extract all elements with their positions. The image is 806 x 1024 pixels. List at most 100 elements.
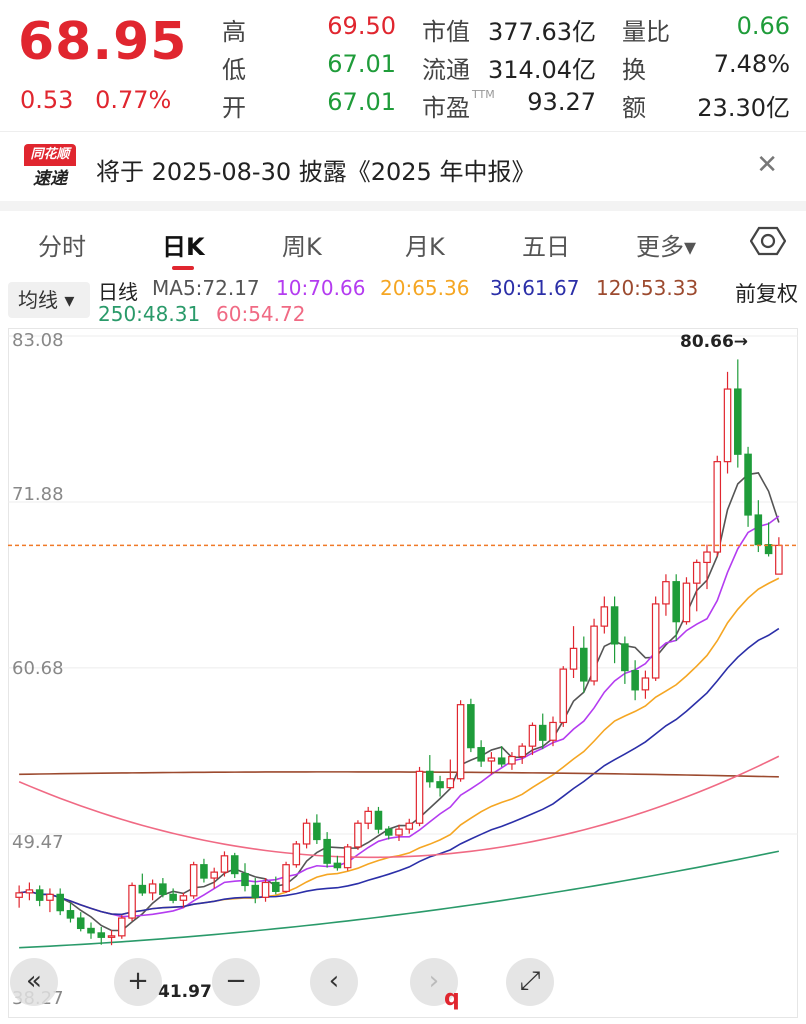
notice-banner[interactable]: 同花顺 速递 将于 2025-08-30 披露《2025 年中报》 ✕ <box>0 131 806 201</box>
ttm-sup: TTM <box>472 88 495 101</box>
period-tabs: 分时 日K 周K 月K 五日 更多▾ <box>0 211 806 271</box>
candle-body <box>282 864 290 892</box>
candle-body <box>621 643 629 672</box>
candle-body <box>313 822 321 841</box>
candle-body <box>395 828 403 836</box>
candle-body <box>734 388 742 455</box>
settings-icon[interactable] <box>750 223 786 259</box>
prev-button[interactable]: ‹ <box>310 958 358 1006</box>
last-price: 68.95 <box>18 12 188 72</box>
tab-weekly-k[interactable]: 周K <box>282 233 322 261</box>
float-value: 314.04亿 <box>488 56 596 84</box>
notice-text[interactable]: 将于 2025-08-30 披露《2025 年中报》 <box>96 158 536 186</box>
high-annotation: 80.66→ <box>680 332 749 352</box>
mcap-value: 377.63亿 <box>488 18 596 46</box>
candle-body <box>744 453 752 516</box>
candle-body <box>446 778 455 789</box>
fullscreen-button[interactable]: ⤢ <box>506 958 554 1006</box>
candle-body <box>323 838 331 864</box>
candle-body <box>692 561 701 584</box>
ma-dropdown-button[interactable]: 均线 ▾ <box>8 282 90 318</box>
candle-body <box>775 544 783 575</box>
candle-body <box>128 884 136 919</box>
ma-legend: 均线 ▾ 日线 MA5:72.17 10:70.66 20:65.36 30:6… <box>0 272 806 328</box>
zoom-in-button[interactable]: + <box>114 958 162 1006</box>
candle-body <box>600 606 609 627</box>
candle-body <box>87 927 95 934</box>
change-percent: 0.77% <box>95 86 172 114</box>
turnover-value: 7.48% <box>713 50 790 78</box>
candle-body <box>477 747 485 762</box>
candle-body <box>559 668 568 724</box>
candle-body <box>405 822 414 830</box>
ma20-value: 20:65.36 <box>380 276 470 300</box>
candle-body <box>713 461 722 553</box>
candle-body <box>15 892 23 898</box>
candle-body <box>251 884 260 898</box>
candle-body <box>703 551 711 564</box>
candle-body <box>662 581 670 605</box>
ma60-line <box>18 755 780 859</box>
candle-body <box>56 893 64 912</box>
section-divider <box>0 201 806 211</box>
ma20-line <box>19 577 780 916</box>
candle-body <box>415 770 424 824</box>
tab-intraday[interactable]: 分时 <box>38 233 86 261</box>
candle-body <box>333 862 342 869</box>
candle-body <box>518 745 526 758</box>
float-label: 流通 <box>422 56 470 84</box>
tab-daily-k[interactable]: 日K <box>162 233 205 261</box>
amount-value: 23.30亿 <box>697 94 790 122</box>
low-value: 67.01 <box>327 50 396 78</box>
candle-body <box>580 647 588 682</box>
candle-body <box>764 544 773 555</box>
candle-body <box>76 917 85 930</box>
tab-monthly-k[interactable]: 月K <box>405 233 445 261</box>
candle-body <box>426 770 434 783</box>
candle-body <box>354 822 362 848</box>
candle-body <box>569 647 578 670</box>
candle-body <box>261 881 270 898</box>
candle-body <box>118 917 126 937</box>
candle-body <box>508 755 516 765</box>
price-change: 0.53 0.77% <box>20 86 185 114</box>
mcap-label: 市值 <box>422 18 470 46</box>
low-label: 低 <box>222 56 246 84</box>
volume-ratio-label: 量比 <box>622 18 670 46</box>
ma120-value: 120:53.33 <box>596 276 699 300</box>
candle-body <box>220 855 229 873</box>
next-button[interactable]: › <box>410 958 458 1006</box>
candle-body <box>487 757 496 762</box>
ma5-line <box>19 472 780 932</box>
logo-bottom-text: 速递 <box>24 166 76 192</box>
candle-body <box>97 932 106 938</box>
ma30-value: 30:61.67 <box>490 276 580 300</box>
marker-label: q <box>444 986 460 1011</box>
candle-body <box>456 704 465 780</box>
ma10-value: 10:70.66 <box>276 276 366 300</box>
candle-body <box>200 864 208 879</box>
open-value: 67.01 <box>327 88 396 116</box>
candle-body <box>682 582 691 623</box>
ma250-line <box>19 850 780 949</box>
adjust-mode-button[interactable]: 前复权 <box>735 282 798 306</box>
y-tick-2: 71.88 <box>12 484 64 505</box>
ma60-value: 60:54.72 <box>216 302 306 326</box>
tab-five-day[interactable]: 五日 <box>522 233 570 261</box>
candle-body <box>241 873 249 887</box>
tab-more[interactable]: 更多▾ <box>636 233 697 261</box>
zoom-out-button[interactable]: − <box>212 958 260 1006</box>
kline-chart-area[interactable]: 83.08 71.88 60.68 49.47 38.27 80.66→ 41.… <box>8 328 798 1018</box>
quote-header: 68.95 0.53 0.77% 高 69.50 低 67.01 开 67.01… <box>0 0 806 130</box>
candle-body <box>754 514 763 546</box>
chart-frame <box>8 328 798 1018</box>
ma250-value: 250:48.31 <box>98 302 201 326</box>
candle-body <box>723 388 732 463</box>
candle-body <box>169 893 177 901</box>
pe-value: 93.27 <box>527 88 596 116</box>
kline-chart[interactable] <box>8 328 798 1018</box>
candle-body <box>436 781 444 789</box>
ma5-value: MA5:72.17 <box>152 276 260 300</box>
collapse-button[interactable]: « <box>10 958 58 1006</box>
close-icon[interactable]: ✕ <box>756 150 778 180</box>
